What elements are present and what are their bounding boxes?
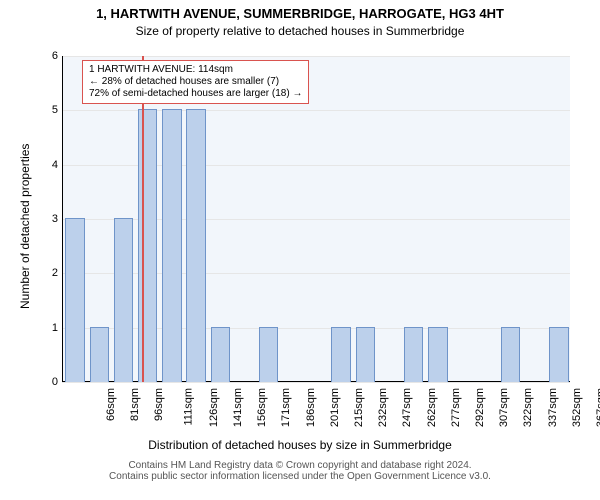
- y-tick-label: 5: [40, 104, 58, 116]
- highlight-marker: [142, 56, 144, 382]
- bar: [428, 327, 447, 382]
- x-tick-label: 111sqm: [182, 388, 194, 426]
- annotation-line: 72% of semi-detached houses are larger (…: [89, 88, 302, 100]
- x-tick-label: 307sqm: [498, 388, 510, 427]
- bar: [356, 327, 375, 382]
- x-tick-label: 247sqm: [402, 388, 414, 427]
- x-tick-label: 201sqm: [329, 388, 341, 427]
- footer-line: Contains HM Land Registry data © Crown c…: [0, 460, 600, 471]
- x-tick-label: 81sqm: [129, 388, 141, 421]
- x-tick-label: 337sqm: [547, 388, 559, 427]
- annotation-line: 1 HARTWITH AVENUE: 114sqm: [89, 64, 302, 76]
- y-tick-label: 4: [40, 159, 58, 171]
- bar: [211, 327, 230, 382]
- bar: [404, 327, 423, 382]
- bar: [549, 327, 568, 382]
- y-axis-line: [62, 56, 63, 382]
- y-tick-label: 1: [40, 322, 58, 334]
- y-tick-label: 2: [40, 267, 58, 279]
- chart-footer: Contains HM Land Registry data © Crown c…: [0, 460, 600, 482]
- bar: [331, 327, 350, 382]
- chart-title-line2: Size of property relative to detached ho…: [0, 24, 600, 38]
- x-tick-label: 322sqm: [522, 388, 534, 427]
- x-tick-label: 66sqm: [105, 388, 117, 421]
- bar: [162, 109, 181, 382]
- gridline: [62, 56, 570, 57]
- y-tick-label: 3: [40, 213, 58, 225]
- bar: [501, 327, 520, 382]
- x-tick-label: 186sqm: [305, 388, 317, 427]
- x-tick-label: 232sqm: [377, 388, 389, 427]
- y-tick-label: 0: [40, 376, 58, 388]
- bar: [65, 218, 84, 382]
- bar: [114, 218, 133, 382]
- y-tick-label: 6: [40, 50, 58, 62]
- y-axis-label: Number of detached properties: [18, 144, 32, 309]
- x-tick-label: 262sqm: [426, 388, 438, 427]
- bar: [90, 327, 109, 382]
- chart-plot-area: 012345666sqm81sqm96sqm111sqm126sqm141sqm…: [62, 56, 570, 382]
- chart-container: { "chart": { "type": "bar", "title_line1…: [0, 0, 600, 500]
- footer-line: Contains public sector information licen…: [0, 471, 600, 482]
- x-tick-label: 126sqm: [208, 388, 220, 427]
- x-tick-label: 171sqm: [281, 388, 293, 427]
- x-tick-label: 96sqm: [154, 388, 166, 421]
- x-tick-label: 156sqm: [256, 388, 268, 427]
- x-tick-label: 215sqm: [353, 388, 365, 427]
- annotation-box: 1 HARTWITH AVENUE: 114sqm← 28% of detach…: [82, 60, 309, 104]
- chart-title-line1: 1, HARTWITH AVENUE, SUMMERBRIDGE, HARROG…: [0, 6, 600, 21]
- x-axis-label: Distribution of detached houses by size …: [0, 438, 600, 452]
- x-tick-label: 141sqm: [232, 388, 244, 427]
- x-tick-label: 292sqm: [474, 388, 486, 427]
- bar: [186, 109, 205, 382]
- x-tick-label: 367sqm: [595, 388, 600, 427]
- x-tick-label: 352sqm: [571, 388, 583, 427]
- bar: [259, 327, 278, 382]
- gridline: [62, 382, 570, 383]
- x-tick-label: 277sqm: [450, 388, 462, 427]
- annotation-line: ← 28% of detached houses are smaller (7): [89, 76, 302, 88]
